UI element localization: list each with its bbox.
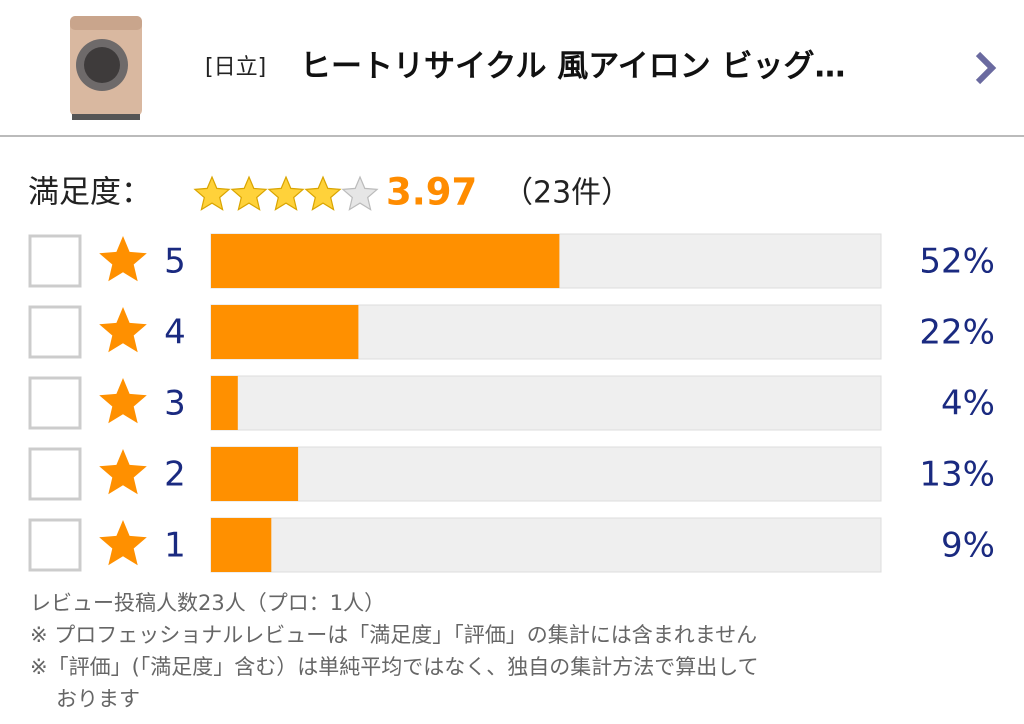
product-title[interactable]: ヒートリサイクル 風アイロン ビッグ… xyxy=(300,49,845,85)
star-number: 3 xyxy=(164,384,186,424)
star-icon xyxy=(99,449,147,495)
product-image xyxy=(70,16,142,120)
note: おります xyxy=(56,687,140,711)
rating-star xyxy=(230,175,268,211)
note: ※「評価」(「満足度」含む）は単純平均ではなく、独自の集計方法で算出して xyxy=(30,655,759,679)
washer-top xyxy=(70,16,142,30)
note: ※ プロフェッショナルレビューは「満足度」「評価」の集計には含まれません xyxy=(30,623,757,647)
checkbox[interactable] xyxy=(28,447,82,501)
score: 3.97 xyxy=(386,171,477,214)
washer-base xyxy=(72,114,140,120)
checkbox[interactable] xyxy=(28,376,82,430)
rating-star xyxy=(341,175,379,211)
bar xyxy=(211,234,560,288)
bar xyxy=(211,447,299,501)
rating-star xyxy=(267,175,305,211)
star-number: 1 xyxy=(164,526,186,566)
checkbox[interactable] xyxy=(28,234,82,288)
rating-star xyxy=(304,175,342,211)
star-icon xyxy=(99,307,147,353)
star-icon xyxy=(99,520,147,566)
bar xyxy=(211,518,272,572)
note: レビュー投稿人数23人（プロ：1人） xyxy=(30,591,385,615)
satisfaction-label: 満足度： xyxy=(28,175,152,211)
chevron[interactable] xyxy=(975,51,997,85)
percent-label: 9% xyxy=(941,526,995,566)
percent-label: 52% xyxy=(919,242,995,282)
bar-track xyxy=(210,375,882,431)
bar-track xyxy=(210,446,882,502)
percent-label: 13% xyxy=(919,455,995,495)
bar-track xyxy=(210,517,882,573)
star-number: 2 xyxy=(164,455,186,495)
star-icon xyxy=(99,378,147,424)
brand: [日立] xyxy=(205,55,266,80)
rating-star xyxy=(193,175,231,211)
star-icon xyxy=(99,236,147,282)
checkbox[interactable] xyxy=(28,305,82,359)
checkbox[interactable] xyxy=(28,518,82,572)
bar xyxy=(211,376,238,430)
percent-label: 22% xyxy=(919,313,995,353)
washer-glass xyxy=(84,47,120,83)
review-count: （23件） xyxy=(503,176,631,211)
star-number: 4 xyxy=(164,313,186,353)
star-number: 5 xyxy=(164,242,186,282)
bar xyxy=(211,305,359,359)
percent-label: 4% xyxy=(941,384,995,424)
